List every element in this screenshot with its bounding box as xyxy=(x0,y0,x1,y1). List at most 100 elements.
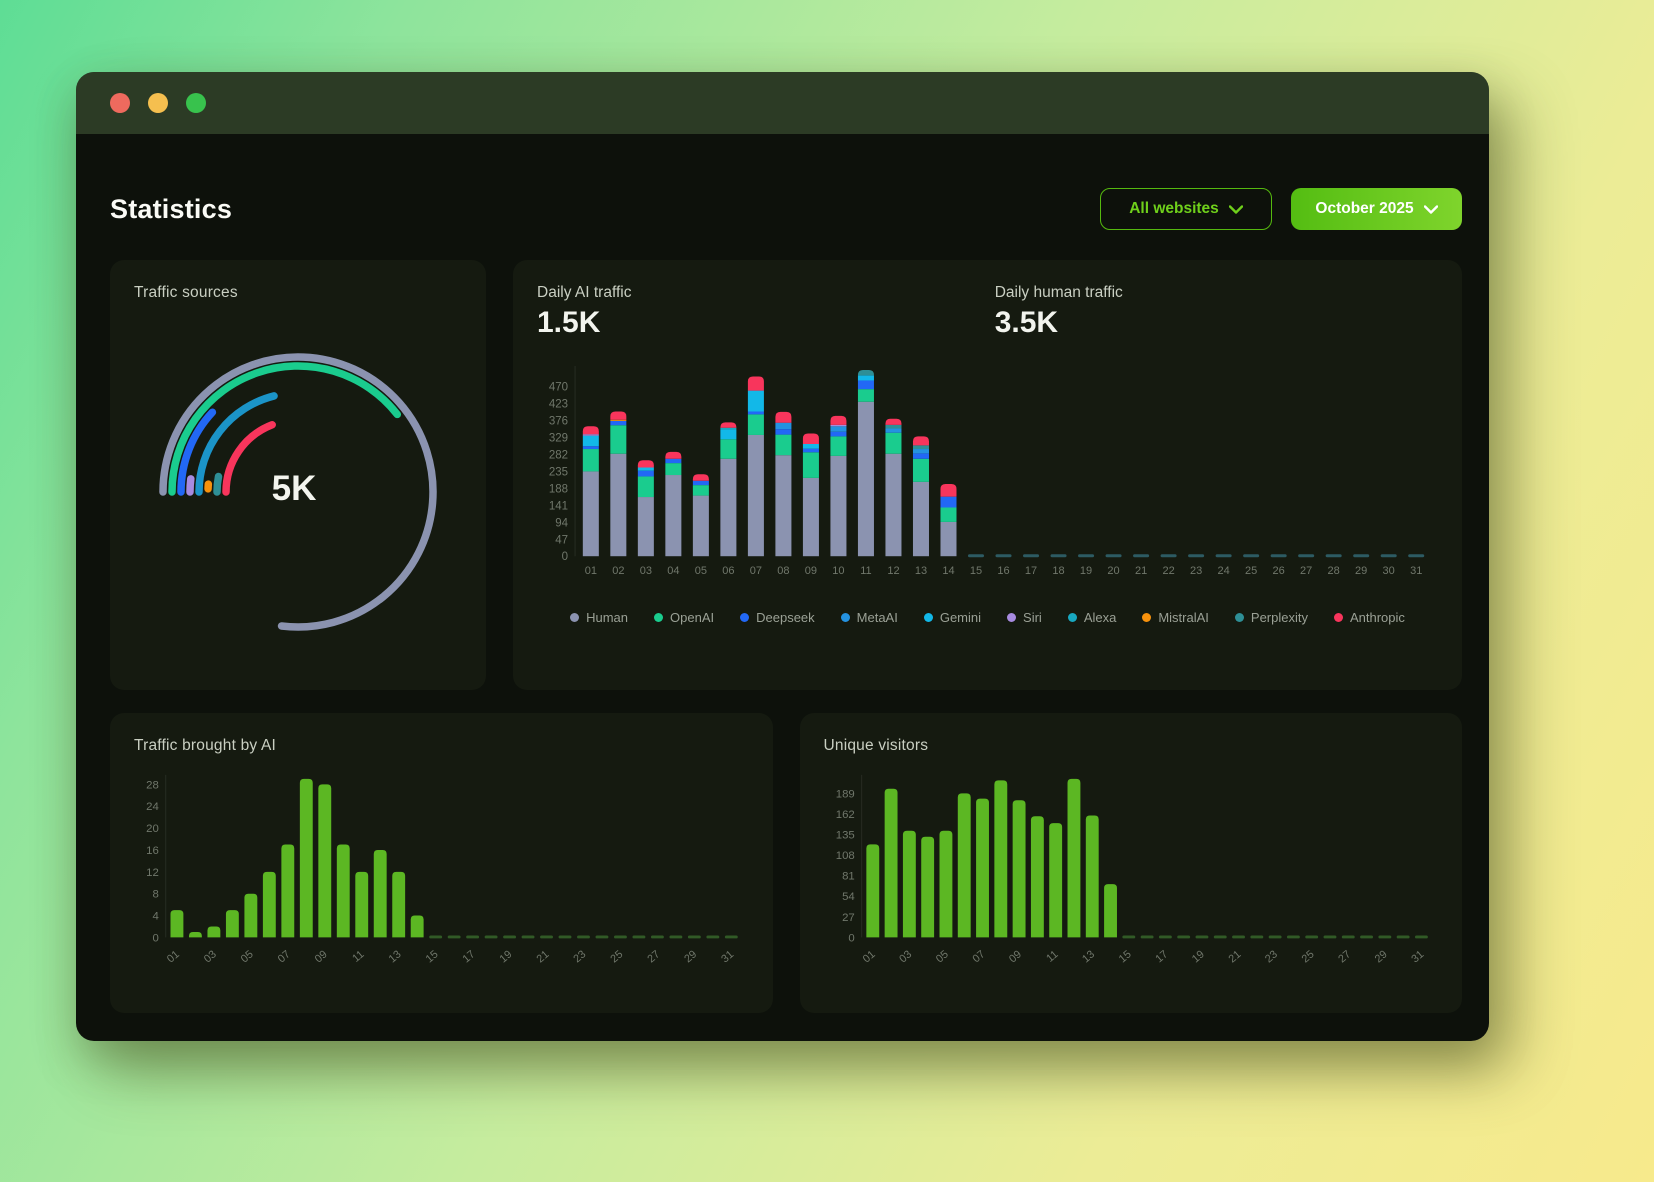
svg-text:07: 07 xyxy=(750,565,762,577)
svg-text:0: 0 xyxy=(848,932,854,944)
legend-label: Alexa xyxy=(1083,610,1117,626)
unique-visitors-card: Unique visitors 0 27 54 81 108 135 162 189 01 03 0… xyxy=(799,713,1462,1013)
svg-text:29: 29 xyxy=(1372,948,1389,965)
chevron-down-icon xyxy=(1228,204,1243,214)
legend-label: MetaAI xyxy=(856,610,898,626)
page-header: Statistics All websites October 2025 xyxy=(110,188,1462,230)
legend-item-human: Human xyxy=(570,610,628,625)
month-filter-dropdown[interactable]: October 2025 xyxy=(1291,188,1462,230)
svg-text:30: 30 xyxy=(1383,565,1395,577)
svg-text:15: 15 xyxy=(970,565,982,577)
svg-text:282: 282 xyxy=(549,449,568,461)
svg-text:13: 13 xyxy=(387,948,404,965)
website-filter-dropdown[interactable]: All websites xyxy=(1100,188,1272,230)
legend-item-alexa: Alexa xyxy=(1067,610,1117,626)
svg-text:06: 06 xyxy=(722,565,734,577)
svg-text:26: 26 xyxy=(1273,565,1285,577)
svg-text:141: 141 xyxy=(549,500,568,512)
svg-text:20: 20 xyxy=(1107,565,1119,577)
page-title: Statistics xyxy=(110,193,233,224)
legend-dot xyxy=(570,613,580,623)
unique-visitors-bar-chart: 0 27 54 81 108 135 162 189 01 03 05 07 09 11 13 15 17 19 2… xyxy=(835,774,1428,965)
gauge-arc-openai xyxy=(168,362,402,496)
close-window-button[interactable] xyxy=(110,93,130,113)
svg-text:16: 16 xyxy=(997,565,1009,577)
daily-traffic-stats: Daily AI traffic 1.5K Daily human traffi… xyxy=(537,284,1438,350)
legend-label: Deepseek xyxy=(756,610,815,626)
legend-item-metaai: MetaAI xyxy=(840,610,898,626)
svg-text:08: 08 xyxy=(777,565,789,577)
svg-text:17: 17 xyxy=(1025,565,1037,577)
svg-text:376: 376 xyxy=(549,416,568,428)
gauge-center-value: 5K xyxy=(272,469,317,508)
legend-item-anthropic: Anthropic xyxy=(1333,610,1405,626)
legend-dot xyxy=(1234,613,1244,623)
svg-text:0: 0 xyxy=(152,932,158,944)
ai-traffic-bar-chart: 0 4 8 12 16 20 24 28 01 03 05 07 09 11 13 15 17 19 21 23 25 2… xyxy=(146,774,738,965)
svg-text:24: 24 xyxy=(1217,565,1229,577)
svg-text:27: 27 xyxy=(645,948,662,965)
legend-item-gemini: Gemini xyxy=(923,610,981,625)
svg-text:23: 23 xyxy=(571,948,588,965)
svg-text:03: 03 xyxy=(202,948,219,965)
svg-text:09: 09 xyxy=(805,565,817,577)
unique-visitors-title: Unique visitors xyxy=(823,737,929,754)
legend-label: OpenAI xyxy=(670,610,715,626)
daily-human-traffic-value: 3.5K xyxy=(994,306,1059,339)
svg-text:21: 21 xyxy=(1226,948,1243,965)
traffic-sources-gauge: 5K xyxy=(130,316,462,656)
chevron-down-icon xyxy=(1423,204,1438,214)
svg-text:05: 05 xyxy=(695,565,707,577)
legend-label: Perplexity xyxy=(1250,610,1308,626)
legend-item-mistralai: MistralAI xyxy=(1142,610,1209,625)
app-window: Statistics All websites October 2025 xyxy=(76,72,1489,1041)
svg-text:05: 05 xyxy=(933,948,950,965)
svg-text:31: 31 xyxy=(1410,565,1422,577)
legend-dot xyxy=(654,613,664,623)
svg-text:21: 21 xyxy=(1135,565,1147,577)
legend-dot xyxy=(1007,613,1017,623)
svg-text:25: 25 xyxy=(1245,565,1257,577)
svg-text:09: 09 xyxy=(313,948,330,965)
svg-text:28: 28 xyxy=(146,779,159,791)
legend-item-deepseek: Deepseek xyxy=(740,610,815,625)
main-content: Statistics All websites October 2025 xyxy=(76,134,1489,1013)
svg-text:29: 29 xyxy=(1355,565,1367,577)
svg-text:27: 27 xyxy=(842,912,855,924)
svg-text:07: 07 xyxy=(970,948,987,965)
svg-text:04: 04 xyxy=(667,565,679,577)
legend-dot xyxy=(740,613,750,623)
svg-text:12: 12 xyxy=(887,565,899,577)
svg-text:07: 07 xyxy=(276,948,293,965)
svg-text:25: 25 xyxy=(1299,948,1316,965)
svg-text:05: 05 xyxy=(239,948,256,965)
svg-text:16: 16 xyxy=(146,845,159,857)
svg-text:0: 0 xyxy=(562,551,568,563)
daily-human-traffic-label: Daily human traffic xyxy=(994,284,1123,301)
svg-text:28: 28 xyxy=(1328,565,1340,577)
header-controls: All websites October 2025 xyxy=(1100,188,1462,230)
legend-item-openai: OpenAI xyxy=(654,610,714,625)
svg-text:235: 235 xyxy=(549,466,568,478)
window-titlebar xyxy=(76,72,1489,134)
legend-label: MistralAI xyxy=(1158,610,1209,626)
legend-label: Anthropic xyxy=(1349,610,1405,626)
svg-text:47: 47 xyxy=(555,534,568,546)
svg-text:19: 19 xyxy=(1080,565,1092,577)
svg-text:329: 329 xyxy=(549,432,568,444)
svg-text:15: 15 xyxy=(1116,948,1133,965)
maximize-window-button[interactable] xyxy=(186,93,206,113)
daily-traffic-card: Daily AI traffic 1.5K Daily human traffi… xyxy=(513,260,1462,690)
svg-text:17: 17 xyxy=(461,948,478,965)
svg-text:31: 31 xyxy=(1409,948,1426,965)
svg-text:8: 8 xyxy=(152,889,158,901)
gauge-arc-human xyxy=(159,353,437,631)
svg-text:23: 23 xyxy=(1190,565,1202,577)
svg-text:11: 11 xyxy=(350,948,366,964)
minimize-window-button[interactable] xyxy=(148,93,168,113)
gauge-arc-anthropic xyxy=(222,421,276,496)
svg-text:11: 11 xyxy=(1044,948,1060,964)
svg-text:29: 29 xyxy=(682,948,699,965)
